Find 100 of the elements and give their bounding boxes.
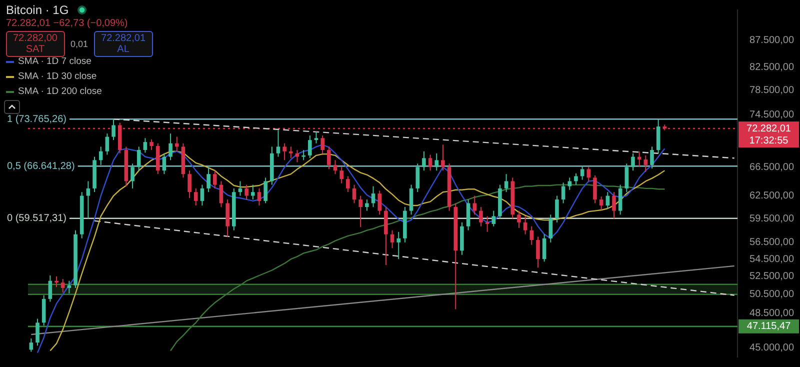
annotation: 72.282,01 AL (94, 31, 153, 57)
candlestick (188, 170, 192, 198)
candlestick (580, 165, 584, 180)
candlestick (466, 198, 470, 231)
candlestick (523, 216, 528, 235)
candlestick (586, 166, 591, 182)
candlestick (644, 154, 648, 172)
candlestick (194, 188, 198, 206)
chart-title: Bitcoin · 1G (6, 3, 69, 17)
text: 47.115,47 (746, 321, 792, 332)
candlestick (422, 150, 426, 172)
y-tick-label: 48.500,00 (750, 308, 794, 319)
candlestick (561, 182, 566, 204)
candlestick (42, 294, 46, 326)
candlestick (112, 118, 116, 141)
ref-line-label: 1 (73.765,26) (7, 114, 66, 125)
legend-label: SMA · 1D 200 close (18, 86, 102, 97)
y-tick-label: 56.500,00 (750, 237, 794, 248)
legend-label: SMA · 1D 7 close (18, 56, 92, 67)
candlestick (396, 231, 400, 260)
y-tick-label: 59.500,00 (750, 213, 794, 224)
candlestick (536, 236, 540, 268)
candlestick (327, 146, 331, 170)
candlestick (606, 192, 610, 210)
candlestick (517, 210, 521, 228)
candlestick (416, 163, 420, 193)
candlestick (200, 184, 204, 206)
candlestick (212, 170, 217, 189)
candlestick (371, 186, 376, 208)
candlestick (472, 195, 477, 216)
candlestick (60, 278, 65, 294)
candlestick (98, 146, 103, 166)
annotation: 0,01 (70, 39, 88, 49)
candlestick (282, 142, 286, 161)
candlestick (105, 133, 110, 156)
y-tick-label: 54.500,00 (750, 254, 794, 265)
candlestick (548, 214, 553, 243)
candlestick (574, 172, 578, 186)
candlestick (618, 184, 622, 216)
y-tick-label: 62.500,00 (750, 190, 794, 202)
candlestick (599, 196, 604, 211)
text: 72.282,01 17:32:55 (746, 123, 792, 146)
candlestick (174, 136, 179, 152)
candlestick (226, 198, 230, 238)
candlestick (150, 138, 154, 151)
candlestick (428, 154, 432, 172)
candlestick (276, 130, 280, 158)
candlestick (48, 275, 52, 302)
ref-line-label: 0,5 (66.641,28) (7, 160, 75, 172)
candlestick (29, 338, 34, 352)
ref-line-label: 0 (59.517,31) (7, 213, 66, 224)
y-tick-label: 74.500,00 (750, 109, 794, 120)
candlestick (390, 230, 394, 249)
candlestick (264, 177, 268, 204)
candlestick (162, 152, 166, 175)
candlestick (219, 180, 224, 208)
annotation: 72.282,01 −62,73 (−0,09%) (6, 18, 128, 29)
y-tick-label: 52.500,00 (750, 271, 794, 282)
y-tick-label: 66.500,00 (750, 162, 794, 173)
candlestick (136, 146, 141, 172)
candlestick (479, 206, 483, 227)
candlestick (555, 195, 559, 223)
candlestick (656, 119, 660, 154)
candlestick (302, 150, 306, 161)
y-tick-label: 82.500,00 (750, 62, 794, 74)
y-tick-label: 50.500,00 (750, 289, 794, 300)
candlestick (542, 234, 546, 262)
candlestick (168, 133, 172, 161)
candlestick (409, 184, 414, 216)
candlestick (320, 134, 324, 154)
candlestick (36, 318, 40, 346)
candlestick (365, 198, 369, 212)
candlestick (492, 210, 496, 227)
y-tick-label: 87.500,00 (750, 34, 794, 46)
candlestick (257, 188, 262, 206)
candlestick (340, 166, 344, 184)
candlestick (206, 166, 210, 193)
candlestick (244, 184, 248, 200)
y-tick-label: 45.000,00 (750, 342, 794, 354)
candlestick (384, 206, 388, 266)
candlestick (530, 226, 534, 246)
candlestick (308, 134, 312, 159)
candlestick (378, 190, 382, 216)
candlestick (346, 176, 350, 193)
candlestick (250, 184, 255, 200)
candlestick (568, 177, 572, 190)
candlestick (358, 195, 362, 228)
candlestick (289, 146, 293, 159)
candlestick (130, 163, 134, 189)
candlestick (612, 192, 616, 220)
candlestick (624, 163, 629, 193)
candlestick (650, 146, 654, 169)
candlestick (352, 184, 356, 204)
candlestick (86, 180, 90, 220)
annotation: 72.282,00 SAT (6, 31, 64, 57)
candlestick (631, 152, 635, 172)
candlestick (504, 174, 508, 193)
candlestick (314, 131, 318, 144)
candlestick (434, 152, 439, 172)
candlestick (143, 138, 148, 154)
